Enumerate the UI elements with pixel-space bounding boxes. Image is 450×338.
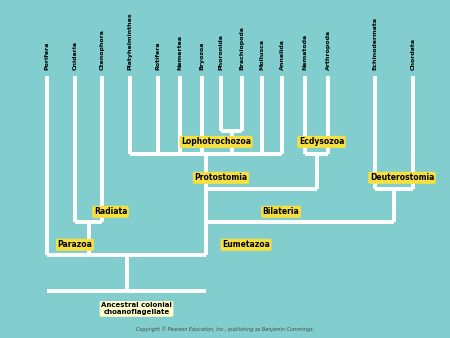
Text: Copyright © Pearson Education, Inc., publishing as Benjamin Cummings.: Copyright © Pearson Education, Inc., pub…: [136, 327, 314, 332]
Text: Ctenophora: Ctenophora: [99, 29, 104, 70]
Text: Mollusca: Mollusca: [260, 39, 265, 70]
Text: Nemertea: Nemertea: [177, 35, 183, 70]
Text: Lophotrochozoa: Lophotrochozoa: [181, 138, 251, 146]
Text: Deuterostomia: Deuterostomia: [370, 173, 434, 182]
Text: Brachiopoda: Brachiopoda: [239, 26, 244, 70]
Text: Platyhelminthes: Platyhelminthes: [127, 13, 132, 70]
Text: Parazoa: Parazoa: [58, 240, 92, 249]
Text: Phoronida: Phoronida: [219, 34, 224, 70]
Text: Rotifera: Rotifera: [156, 42, 161, 70]
Text: Cnidaria: Cnidaria: [72, 41, 77, 70]
Text: Eumetazoa: Eumetazoa: [222, 240, 270, 249]
Text: Protostomia: Protostomia: [194, 173, 248, 182]
Text: Ecdysozoa: Ecdysozoa: [299, 138, 344, 146]
Text: Bilateria: Bilateria: [263, 207, 299, 216]
Text: Nematoda: Nematoda: [302, 34, 307, 70]
Text: Arthropoda: Arthropoda: [325, 30, 330, 70]
Text: Porifera: Porifera: [45, 42, 50, 70]
Text: Radiata: Radiata: [94, 207, 127, 216]
Text: Chordata: Chordata: [410, 38, 415, 70]
Text: Annelida: Annelida: [279, 39, 284, 70]
Text: Ancestral colonial
choanoflagellate: Ancestral colonial choanoflagellate: [101, 303, 172, 315]
Text: Echinodermata: Echinodermata: [373, 17, 378, 70]
Text: Bryozoa: Bryozoa: [199, 42, 204, 70]
